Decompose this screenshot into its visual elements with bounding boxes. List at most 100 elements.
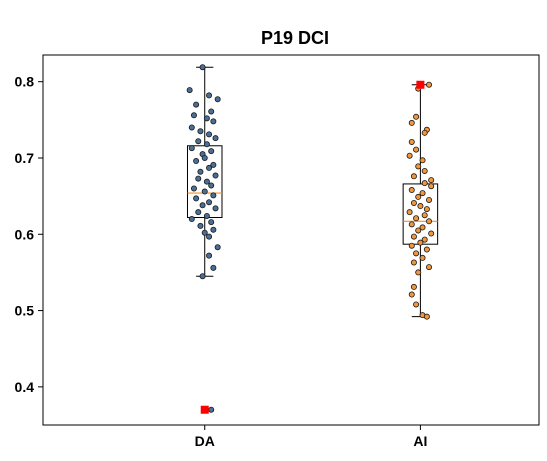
data-point <box>210 161 217 168</box>
data-point <box>413 146 420 153</box>
data-point <box>419 190 426 197</box>
data-point <box>415 193 422 200</box>
data-point <box>408 221 415 228</box>
data-point <box>188 216 195 223</box>
chart-title: P19 DCI <box>261 28 329 48</box>
data-point <box>208 182 215 189</box>
box-group <box>186 66 439 318</box>
data-point <box>426 81 433 88</box>
data-point <box>410 283 417 290</box>
data-point <box>195 175 202 182</box>
data-point <box>203 212 210 219</box>
data-point <box>193 195 200 202</box>
data-point <box>210 118 217 125</box>
data-point <box>406 152 413 159</box>
data-point <box>210 192 217 199</box>
data-point <box>214 244 221 251</box>
data-point <box>195 209 202 216</box>
data-point <box>203 141 210 148</box>
data-point <box>413 250 420 257</box>
data-point <box>408 291 415 298</box>
data-point <box>190 185 197 192</box>
data-point <box>190 112 197 119</box>
data-point <box>421 129 428 136</box>
data-point <box>203 115 210 122</box>
data-point <box>212 135 219 142</box>
data-point <box>415 163 422 170</box>
data-point <box>193 101 200 108</box>
y-tick-label: 0.4 <box>15 379 35 395</box>
points-group <box>186 64 435 413</box>
data-point <box>206 233 213 240</box>
data-point <box>421 212 428 219</box>
data-point <box>408 242 415 249</box>
data-point <box>421 167 428 174</box>
data-point <box>197 222 204 229</box>
y-axis: 0.4 0.5 0.6 0.7 0.8 <box>15 74 43 395</box>
data-point <box>415 227 422 234</box>
data-point <box>188 145 195 152</box>
data-point <box>413 301 420 308</box>
data-point <box>419 157 426 164</box>
y-tick-label: 0.6 <box>15 226 35 242</box>
data-point <box>426 196 433 203</box>
data-point <box>206 164 213 171</box>
data-point <box>197 168 204 175</box>
highlight-marker <box>416 80 425 89</box>
data-point <box>410 173 417 180</box>
data-point <box>410 233 417 240</box>
data-point <box>199 202 206 209</box>
data-point <box>197 128 204 135</box>
data-point <box>201 154 208 161</box>
highlight-marker <box>200 405 209 414</box>
data-point <box>201 188 208 195</box>
data-point <box>208 148 215 155</box>
data-point <box>199 273 206 280</box>
data-point <box>210 264 217 271</box>
data-point <box>428 177 435 184</box>
data-point <box>210 226 217 233</box>
data-point <box>188 124 195 131</box>
data-point <box>212 205 219 212</box>
data-point <box>206 92 213 99</box>
x-axis: DA AI <box>195 425 427 449</box>
data-point <box>421 236 428 243</box>
data-point <box>208 219 215 226</box>
data-point <box>426 264 433 271</box>
data-point <box>423 206 430 213</box>
data-point <box>195 138 202 145</box>
y-tick-label: 0.8 <box>15 74 35 90</box>
data-point <box>208 108 215 115</box>
x-tick-label: DA <box>195 433 215 449</box>
data-point <box>426 218 433 225</box>
data-point <box>406 209 413 216</box>
data-point <box>212 172 219 179</box>
data-point <box>423 246 430 253</box>
data-point <box>410 259 417 266</box>
data-point <box>199 64 206 71</box>
data-point <box>423 313 430 320</box>
data-point <box>206 131 213 138</box>
y-tick-label: 0.5 <box>15 303 35 319</box>
data-point <box>206 199 213 206</box>
data-point <box>410 199 417 206</box>
plot-frame <box>42 54 540 426</box>
data-point <box>208 406 215 413</box>
data-point <box>413 113 420 120</box>
data-point <box>417 203 424 210</box>
data-point <box>203 178 210 185</box>
data-point <box>186 87 193 94</box>
data-point <box>206 252 213 259</box>
data-point <box>428 230 435 237</box>
data-point <box>214 96 221 103</box>
data-point <box>428 183 435 190</box>
data-point <box>408 119 415 126</box>
data-point <box>419 254 426 261</box>
data-point <box>201 229 208 236</box>
data-point <box>408 187 415 194</box>
x-tick-label: AI <box>413 433 427 449</box>
data-point <box>419 224 426 231</box>
data-point <box>413 215 420 222</box>
data-point <box>421 180 428 187</box>
